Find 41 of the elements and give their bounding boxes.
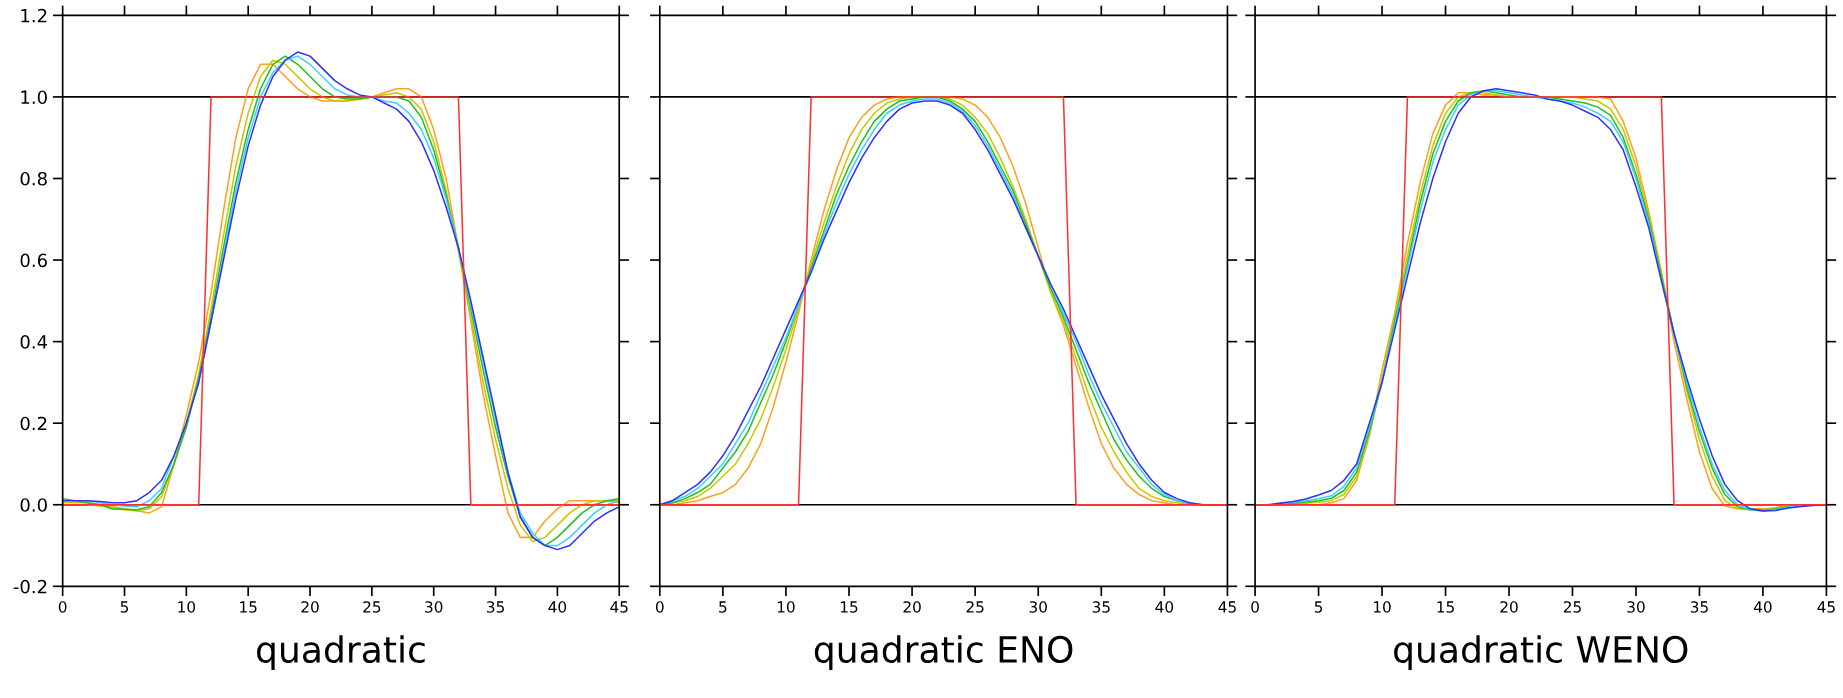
y-tick-label: 0.8 bbox=[20, 171, 47, 186]
x-tick-label: 45 bbox=[1817, 601, 1835, 613]
x-tick-label: 10 bbox=[777, 601, 795, 613]
y-tick-label: -0.2 bbox=[13, 579, 47, 594]
x-tick-label: 30 bbox=[425, 601, 443, 613]
x-tick-label: 0 bbox=[655, 601, 664, 613]
y-tick-label: 1.0 bbox=[21, 90, 47, 105]
x-tick-label: 35 bbox=[1690, 601, 1708, 613]
x-tick-label: 45 bbox=[610, 601, 628, 613]
x-tick-label: 0 bbox=[58, 601, 67, 613]
y-tick-label: 0.2 bbox=[20, 416, 47, 431]
x-tick-label: 25 bbox=[966, 601, 984, 613]
y-tick-label: 1.2 bbox=[21, 8, 47, 23]
y-tick-label: 0.4 bbox=[20, 335, 48, 349]
x-tick-label: 40 bbox=[1155, 601, 1174, 613]
x-tick-label: 5 bbox=[120, 601, 129, 613]
x-tick-label: 35 bbox=[487, 601, 504, 613]
x-tick-label: 20 bbox=[301, 601, 319, 613]
x-tick-label: 15 bbox=[840, 601, 858, 613]
x-tick-label: 15 bbox=[240, 601, 257, 613]
x-tick-label: 5 bbox=[1314, 601, 1323, 613]
x-tick-label: 15 bbox=[1437, 601, 1454, 613]
x-tick-label: 5 bbox=[719, 601, 727, 613]
x-tick-label: 20 bbox=[903, 601, 921, 613]
x-axis-title: quadratic WENO bbox=[1394, 635, 1688, 671]
x-tick-label: 20 bbox=[1500, 601, 1518, 613]
x-tick-label: 40 bbox=[548, 601, 567, 613]
y-tick-label: 0.6 bbox=[20, 253, 47, 268]
x-tick-label: 30 bbox=[1627, 601, 1645, 613]
x-tick-label: 0 bbox=[1251, 601, 1259, 613]
x-axis-title: quadratic ENO bbox=[814, 635, 1073, 671]
x-tick-label: 25 bbox=[1563, 601, 1581, 613]
x-tick-label: 35 bbox=[1092, 601, 1110, 613]
x-tick-label: 25 bbox=[363, 601, 381, 613]
x-tick-label: 40 bbox=[1753, 601, 1772, 613]
y-tick-label: 0.0 bbox=[20, 498, 47, 512]
x-tick-label: 10 bbox=[1374, 601, 1391, 613]
x-axis-title: quadratic bbox=[257, 635, 425, 671]
x-tick-label: 30 bbox=[1029, 601, 1047, 613]
x-tick-label: 45 bbox=[1218, 601, 1236, 613]
x-tick-label: 10 bbox=[178, 601, 196, 613]
